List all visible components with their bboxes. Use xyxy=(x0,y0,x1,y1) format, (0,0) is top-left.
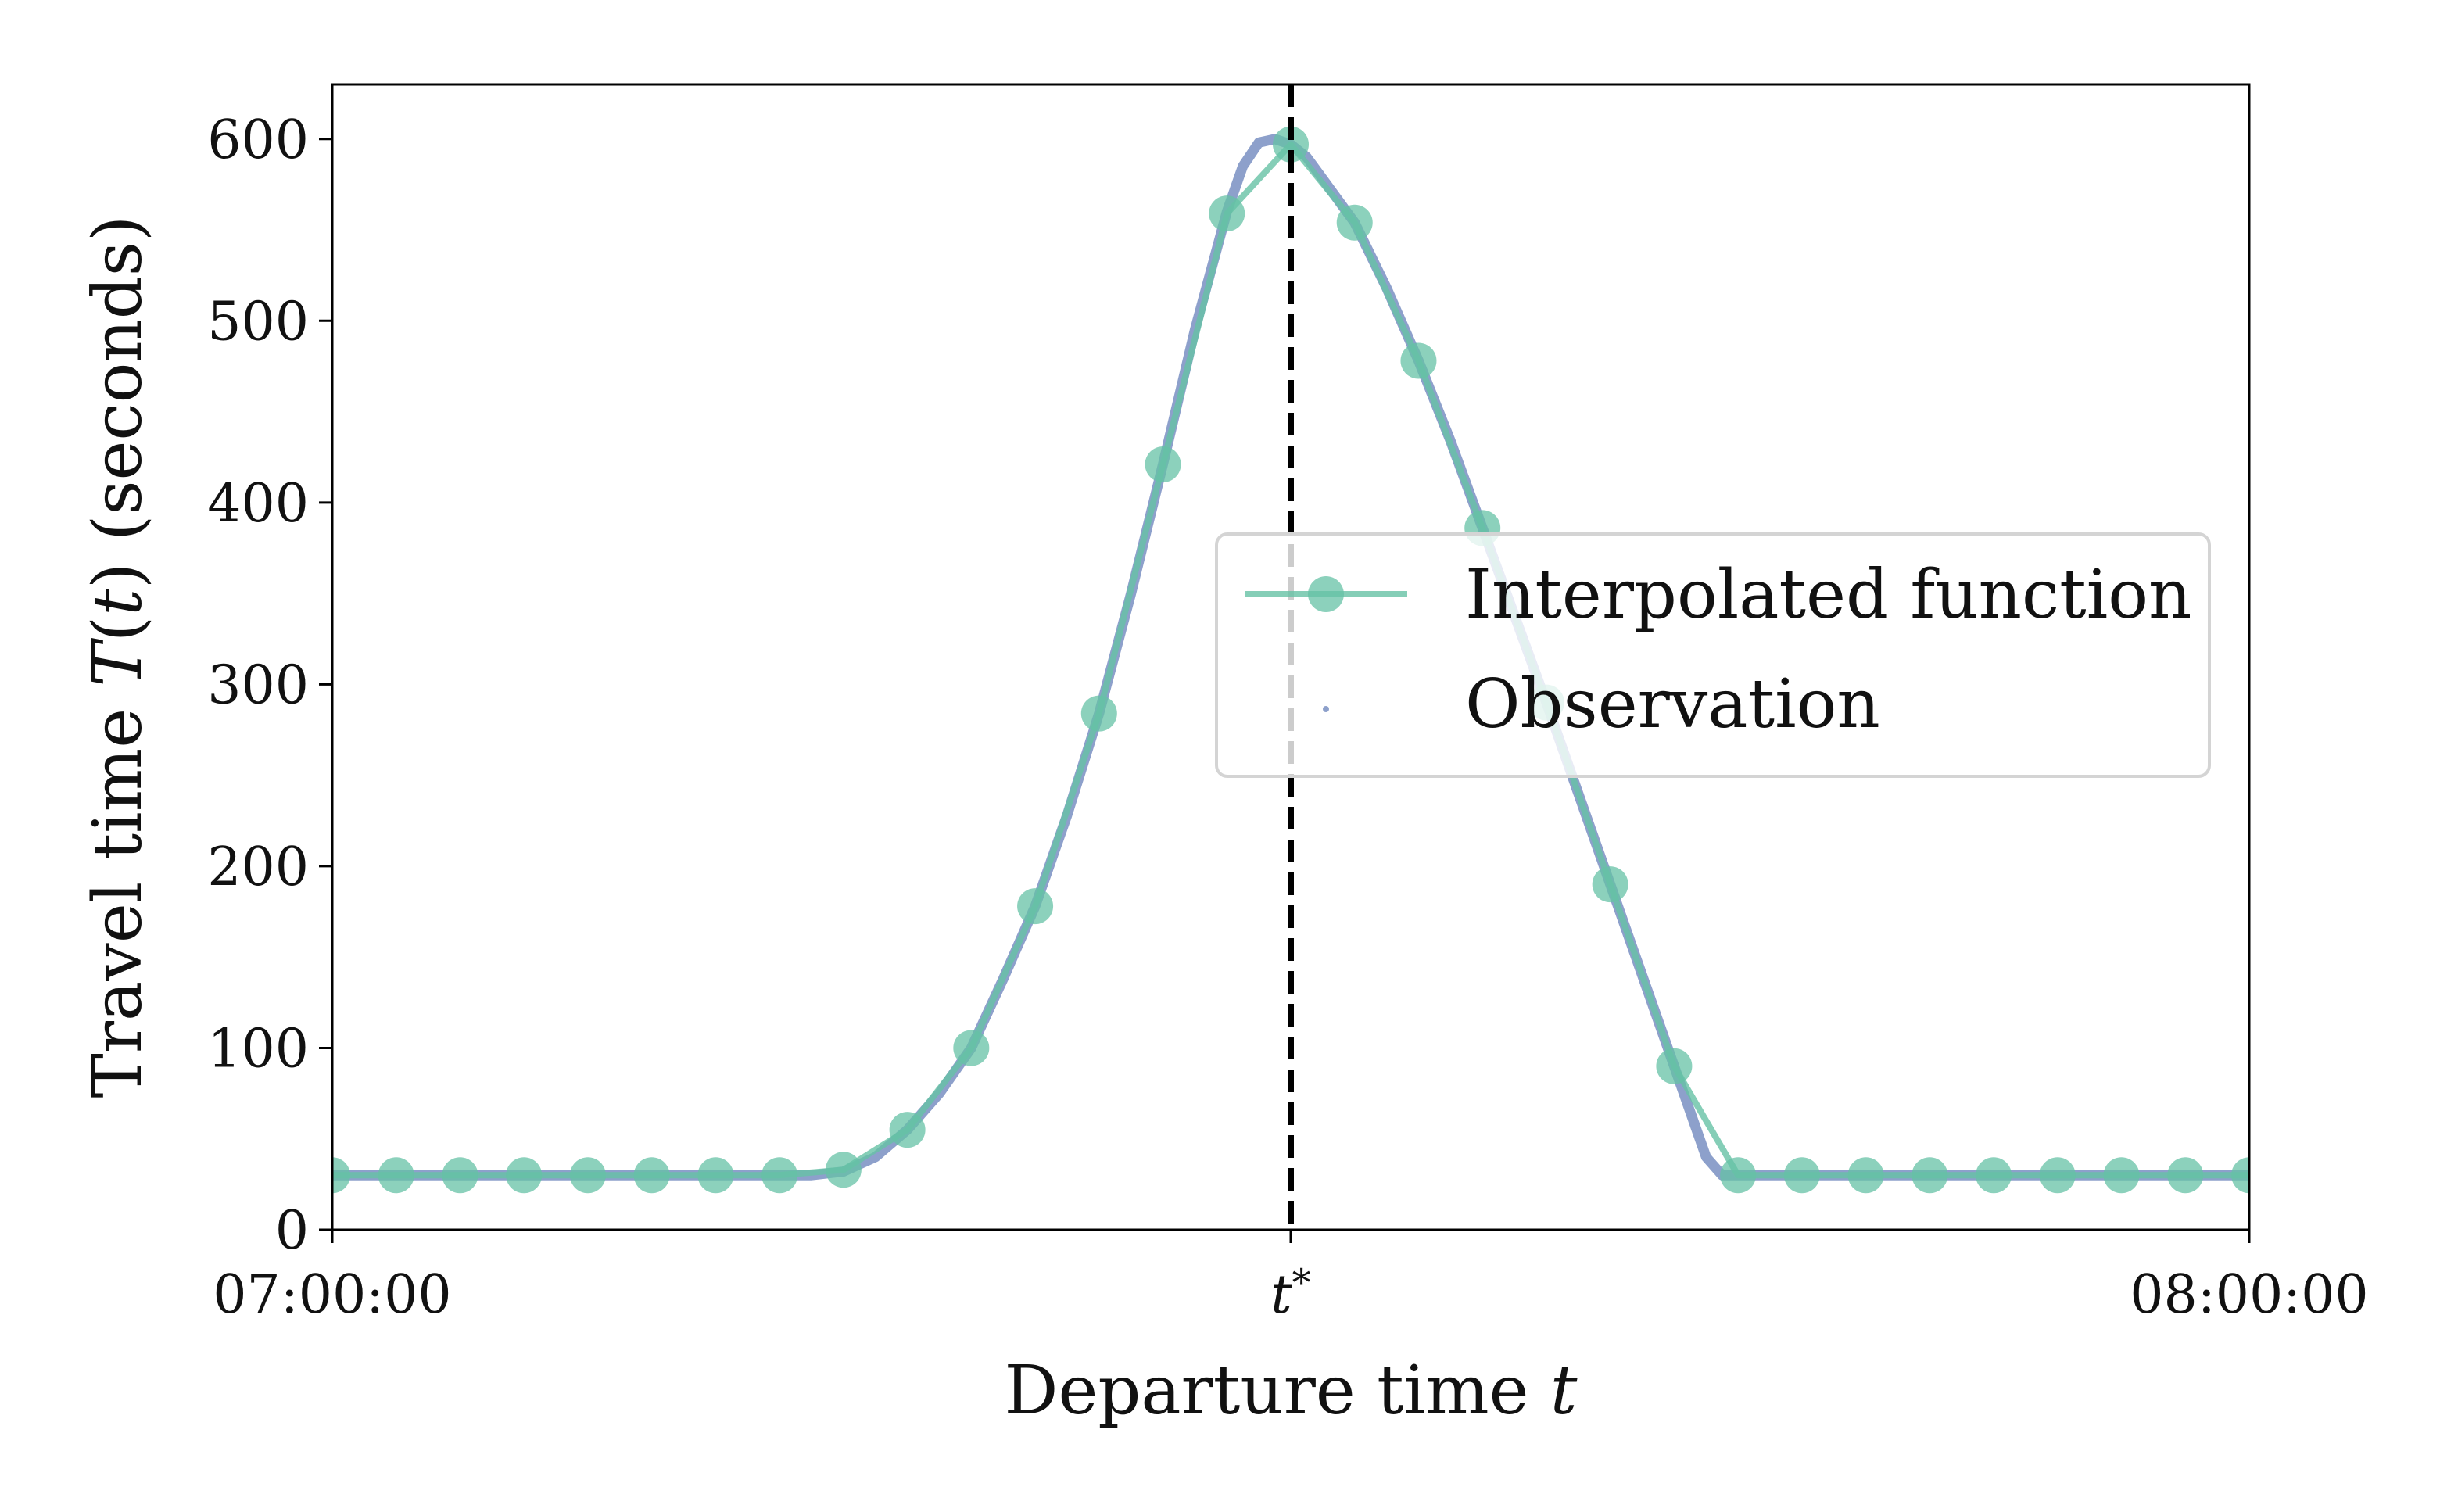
interpolated-point xyxy=(506,1157,543,1194)
interpolated-point xyxy=(1336,204,1373,241)
interpolated-point xyxy=(1720,1157,1757,1194)
y-tick-label: 100 xyxy=(207,1018,309,1080)
y-tick-label: 200 xyxy=(207,837,309,898)
interpolated-point xyxy=(825,1152,862,1188)
interpolated-point xyxy=(1209,195,1245,232)
x-axis-title: Departure time t xyxy=(1005,1352,1578,1430)
interpolated-point xyxy=(1592,866,1628,903)
y-tick-label: 300 xyxy=(207,654,309,716)
legend-label-interpolated: Interpolated function xyxy=(1465,556,2191,634)
legend: Interpolated function Observation xyxy=(1215,532,2211,778)
interpolated-point xyxy=(1912,1157,1948,1194)
interpolated-point xyxy=(1847,1157,1884,1194)
y-tick-label: 400 xyxy=(207,473,309,535)
interpolated-point xyxy=(569,1157,606,1194)
legend-observation-marker xyxy=(1323,706,1329,712)
interpolated-point xyxy=(2231,1157,2249,1194)
legend-label-observation: Observation xyxy=(1465,665,1880,743)
x-tick-label: t* xyxy=(1270,1261,1310,1326)
legend-interpolated-marker xyxy=(1308,576,1344,612)
interpolated-point xyxy=(1656,1048,1693,1084)
interpolated-point xyxy=(2103,1157,2140,1194)
interpolated-point xyxy=(378,1157,414,1194)
interpolated-point xyxy=(1976,1157,2012,1194)
interpolated-point xyxy=(1273,126,1309,163)
y-tick-label: 0 xyxy=(275,1200,309,1262)
interpolated-point xyxy=(1783,1157,1820,1194)
interpolated-point xyxy=(442,1157,478,1194)
x-tick-label: 07:00:00 xyxy=(213,1264,451,1326)
y-tick-label: 500 xyxy=(207,291,309,353)
interpolated-point xyxy=(1145,446,1181,483)
y-tick-label: 600 xyxy=(207,109,309,171)
interpolated-point xyxy=(1400,342,1437,379)
interpolated-point xyxy=(2167,1157,2204,1194)
plot-area xyxy=(332,84,2249,1230)
interpolated-point xyxy=(2039,1157,2076,1194)
interpolated-point xyxy=(953,1030,990,1066)
y-axis-title: Travel time T(t) (seconds) xyxy=(79,216,157,1098)
legend-box xyxy=(1215,532,2211,778)
interpolated-point xyxy=(697,1157,734,1194)
x-tick-label: 08:00:00 xyxy=(2130,1264,2368,1326)
interpolated-point xyxy=(761,1157,798,1194)
interpolated-point xyxy=(1017,888,1054,925)
interpolated-point xyxy=(1080,695,1117,732)
interpolated-point xyxy=(633,1157,670,1194)
interpolated-point xyxy=(332,1157,350,1194)
interpolated-point xyxy=(889,1112,926,1148)
